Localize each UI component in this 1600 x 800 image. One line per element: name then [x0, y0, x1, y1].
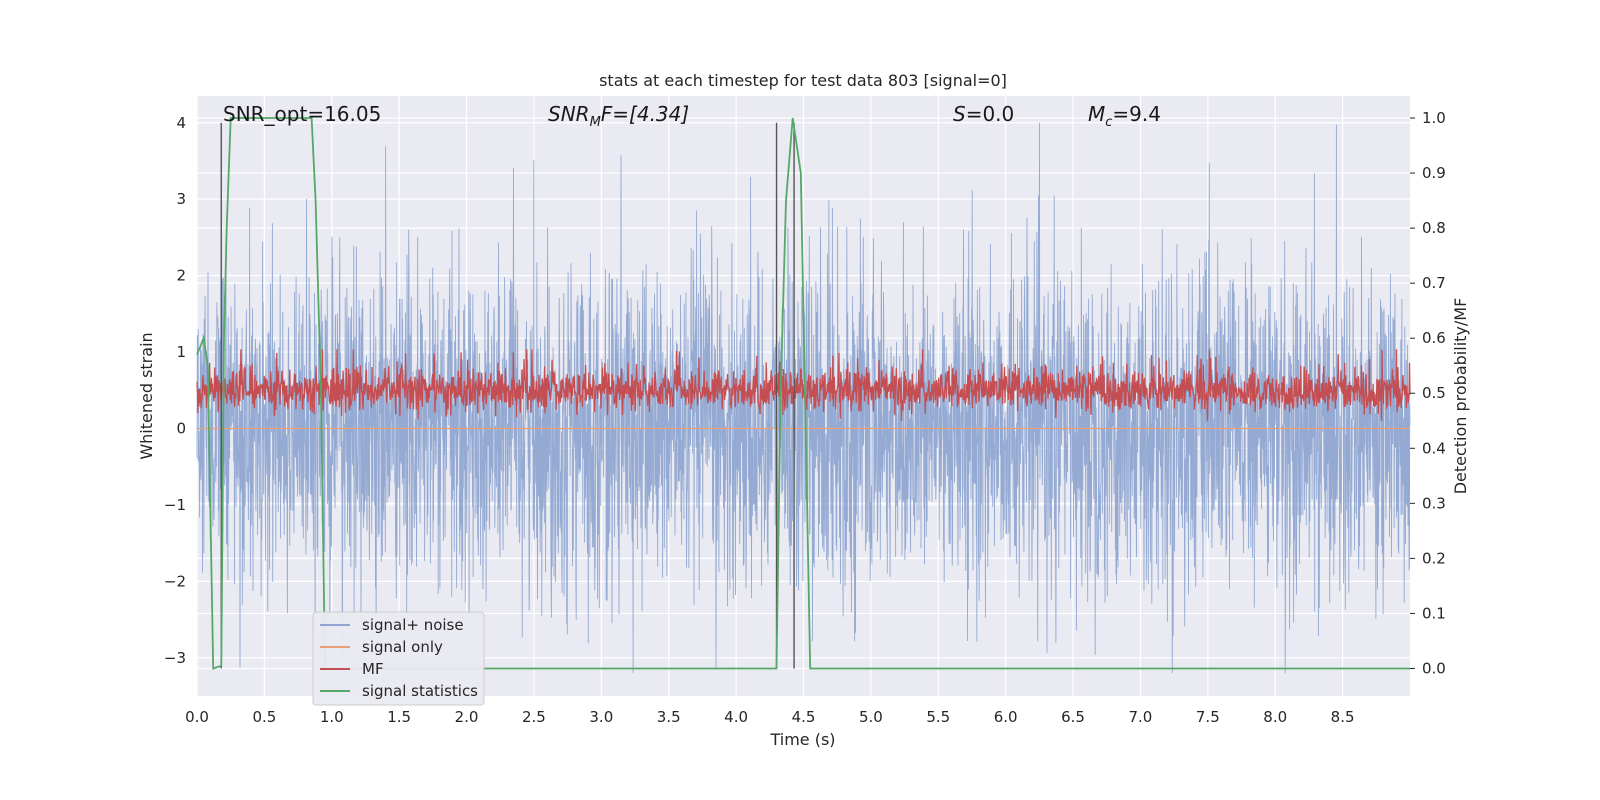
legend: signal+ noise signal only MF signal stat…: [312, 611, 485, 706]
x-tick-label: 0.0: [185, 708, 209, 726]
x-tick-label: 3.5: [657, 708, 681, 726]
y-right-tick-label: 0.1: [1422, 604, 1446, 622]
legend-box: [312, 611, 485, 706]
y-right-tick-label: 0.8: [1422, 219, 1446, 237]
snr-mf-base: SNR: [548, 102, 590, 126]
x-tick-label: 6.5: [1061, 708, 1085, 726]
mf-series: [196, 349, 1411, 421]
signal-statistics-series: [196, 117, 1410, 670]
legend-label-mf: MF: [362, 660, 384, 678]
y-right-axis-ticks: 0.0 0.1 0.2 0.3 0.4 0.5 0.6 0.7 0.8 0.9 1.0: [1410, 109, 1446, 677]
y-left-tick-label: 0: [176, 419, 186, 437]
snr-opt-annotation: SNR_opt=16.05: [223, 102, 381, 126]
y-left-axis-ticks: −3 −2 −1 0 1 2 3 4: [164, 114, 186, 667]
x-axis-ticks: 0.0 0.5 1.0 1.5 2.0 2.5 3.0 3.5 4.0 4.5 5.0 5.5 6.0 6…: [185, 708, 1354, 726]
x-tick-label: 7.0: [1129, 708, 1153, 726]
s-symbol: S: [953, 102, 966, 126]
legend-label-signal-only: signal only: [362, 638, 443, 656]
snr-mf-rest: F=[4.34]: [601, 102, 689, 126]
x-tick-label: 6.0: [994, 708, 1018, 726]
mc-sub: c: [1105, 115, 1112, 130]
y-right-tick-label: 0.6: [1422, 329, 1446, 347]
signal-statistics-line: [196, 117, 1410, 670]
snr-mf-sub: M: [590, 115, 601, 130]
y-right-tick-label: 1.0: [1422, 109, 1446, 127]
y-left-axis-label: Whitened strain: [137, 332, 156, 459]
legend-label-signal-noise: signal+ noise: [362, 616, 464, 634]
y-right-tick-label: 0.4: [1422, 439, 1446, 457]
y-right-tick-label: 0.3: [1422, 494, 1446, 512]
x-axis-label: Time (s): [769, 730, 835, 749]
x-tick-label: 3.0: [589, 708, 613, 726]
s-annotation: S=0.0: [953, 102, 1014, 126]
snr-mf-annotation: SNRMF=[4.34]: [548, 102, 689, 130]
mf-line: [196, 349, 1411, 421]
y-right-tick-label: 0.2: [1422, 549, 1446, 567]
y-left-tick-label: 4: [176, 114, 186, 132]
x-tick-label: 2.0: [455, 708, 479, 726]
x-tick-label: 8.0: [1263, 708, 1287, 726]
x-tick-label: 0.5: [252, 708, 276, 726]
x-tick-label: 1.5: [387, 708, 411, 726]
y-left-tick-label: 3: [176, 190, 186, 208]
x-tick-label: 4.0: [724, 708, 748, 726]
y-left-tick-label: 2: [176, 267, 186, 285]
mc-annotation: Mc=9.4: [1088, 102, 1161, 130]
x-tick-label: 8.5: [1331, 708, 1355, 726]
chart-title: stats at each timestep for test data 803…: [599, 71, 1007, 90]
y-left-tick-label: −2: [164, 572, 186, 590]
y-right-axis-label: Detection probability/MF: [1451, 298, 1470, 495]
y-right-tick-label: 0.7: [1422, 274, 1446, 292]
x-tick-label: 2.5: [522, 708, 546, 726]
y-left-tick-label: 1: [176, 343, 186, 361]
mc-value: =9.4: [1112, 102, 1161, 126]
legend-label-signal-statistics: signal statistics: [362, 682, 478, 700]
x-tick-label: 5.0: [859, 708, 883, 726]
s-value: =0.0: [966, 102, 1015, 126]
x-tick-label: 7.5: [1196, 708, 1220, 726]
y-left-tick-label: −1: [164, 496, 186, 514]
mc-symbol: M: [1088, 102, 1105, 126]
x-tick-label: 4.5: [792, 708, 816, 726]
x-tick-label: 1.0: [320, 708, 344, 726]
x-tick-label: 5.5: [926, 708, 950, 726]
y-right-tick-label: 0.0: [1422, 659, 1446, 677]
y-right-tick-label: 0.5: [1422, 384, 1446, 402]
y-right-tick-label: 0.9: [1422, 164, 1446, 182]
y-left-tick-label: −3: [164, 649, 186, 667]
